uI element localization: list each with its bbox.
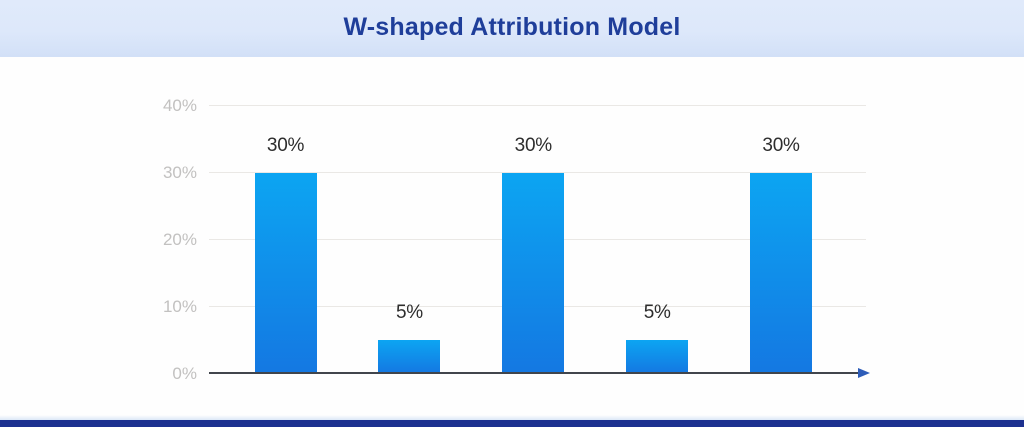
footer-fade [0, 415, 1024, 420]
gridline-40 [209, 105, 866, 107]
bar-2 [378, 339, 441, 373]
bar-value-label-1: 30% [266, 135, 305, 156]
y-axis-label-20: 20% [162, 229, 197, 249]
x-axis-arrow-icon [858, 367, 870, 378]
attribution-chart: 0% 10% 20% 30% 40% 30% 5% 30% 5% 30% [0, 57, 1024, 415]
bar-value-label-2: 5% [395, 302, 423, 324]
bar-3 [502, 172, 565, 373]
y-axis-label-0: 0% [172, 363, 197, 383]
bar-5 [750, 172, 812, 373]
bar-value-label-3: 30% [514, 135, 552, 156]
x-axis-line [209, 372, 859, 374]
header-bar: W-shaped Attribution Model [0, 0, 1024, 57]
bar-1 [254, 172, 317, 373]
bar-value-label-5: 30% [762, 135, 800, 156]
y-axis-label-10: 10% [162, 296, 197, 316]
footer-bar [0, 420, 1024, 427]
page-title: W-shaped Attribution Model [343, 13, 681, 41]
bar-value-label-4: 5% [643, 302, 671, 324]
y-axis-label-40: 40% [162, 96, 197, 116]
bar-4 [626, 339, 689, 373]
y-axis-label-30: 30% [162, 163, 197, 182]
